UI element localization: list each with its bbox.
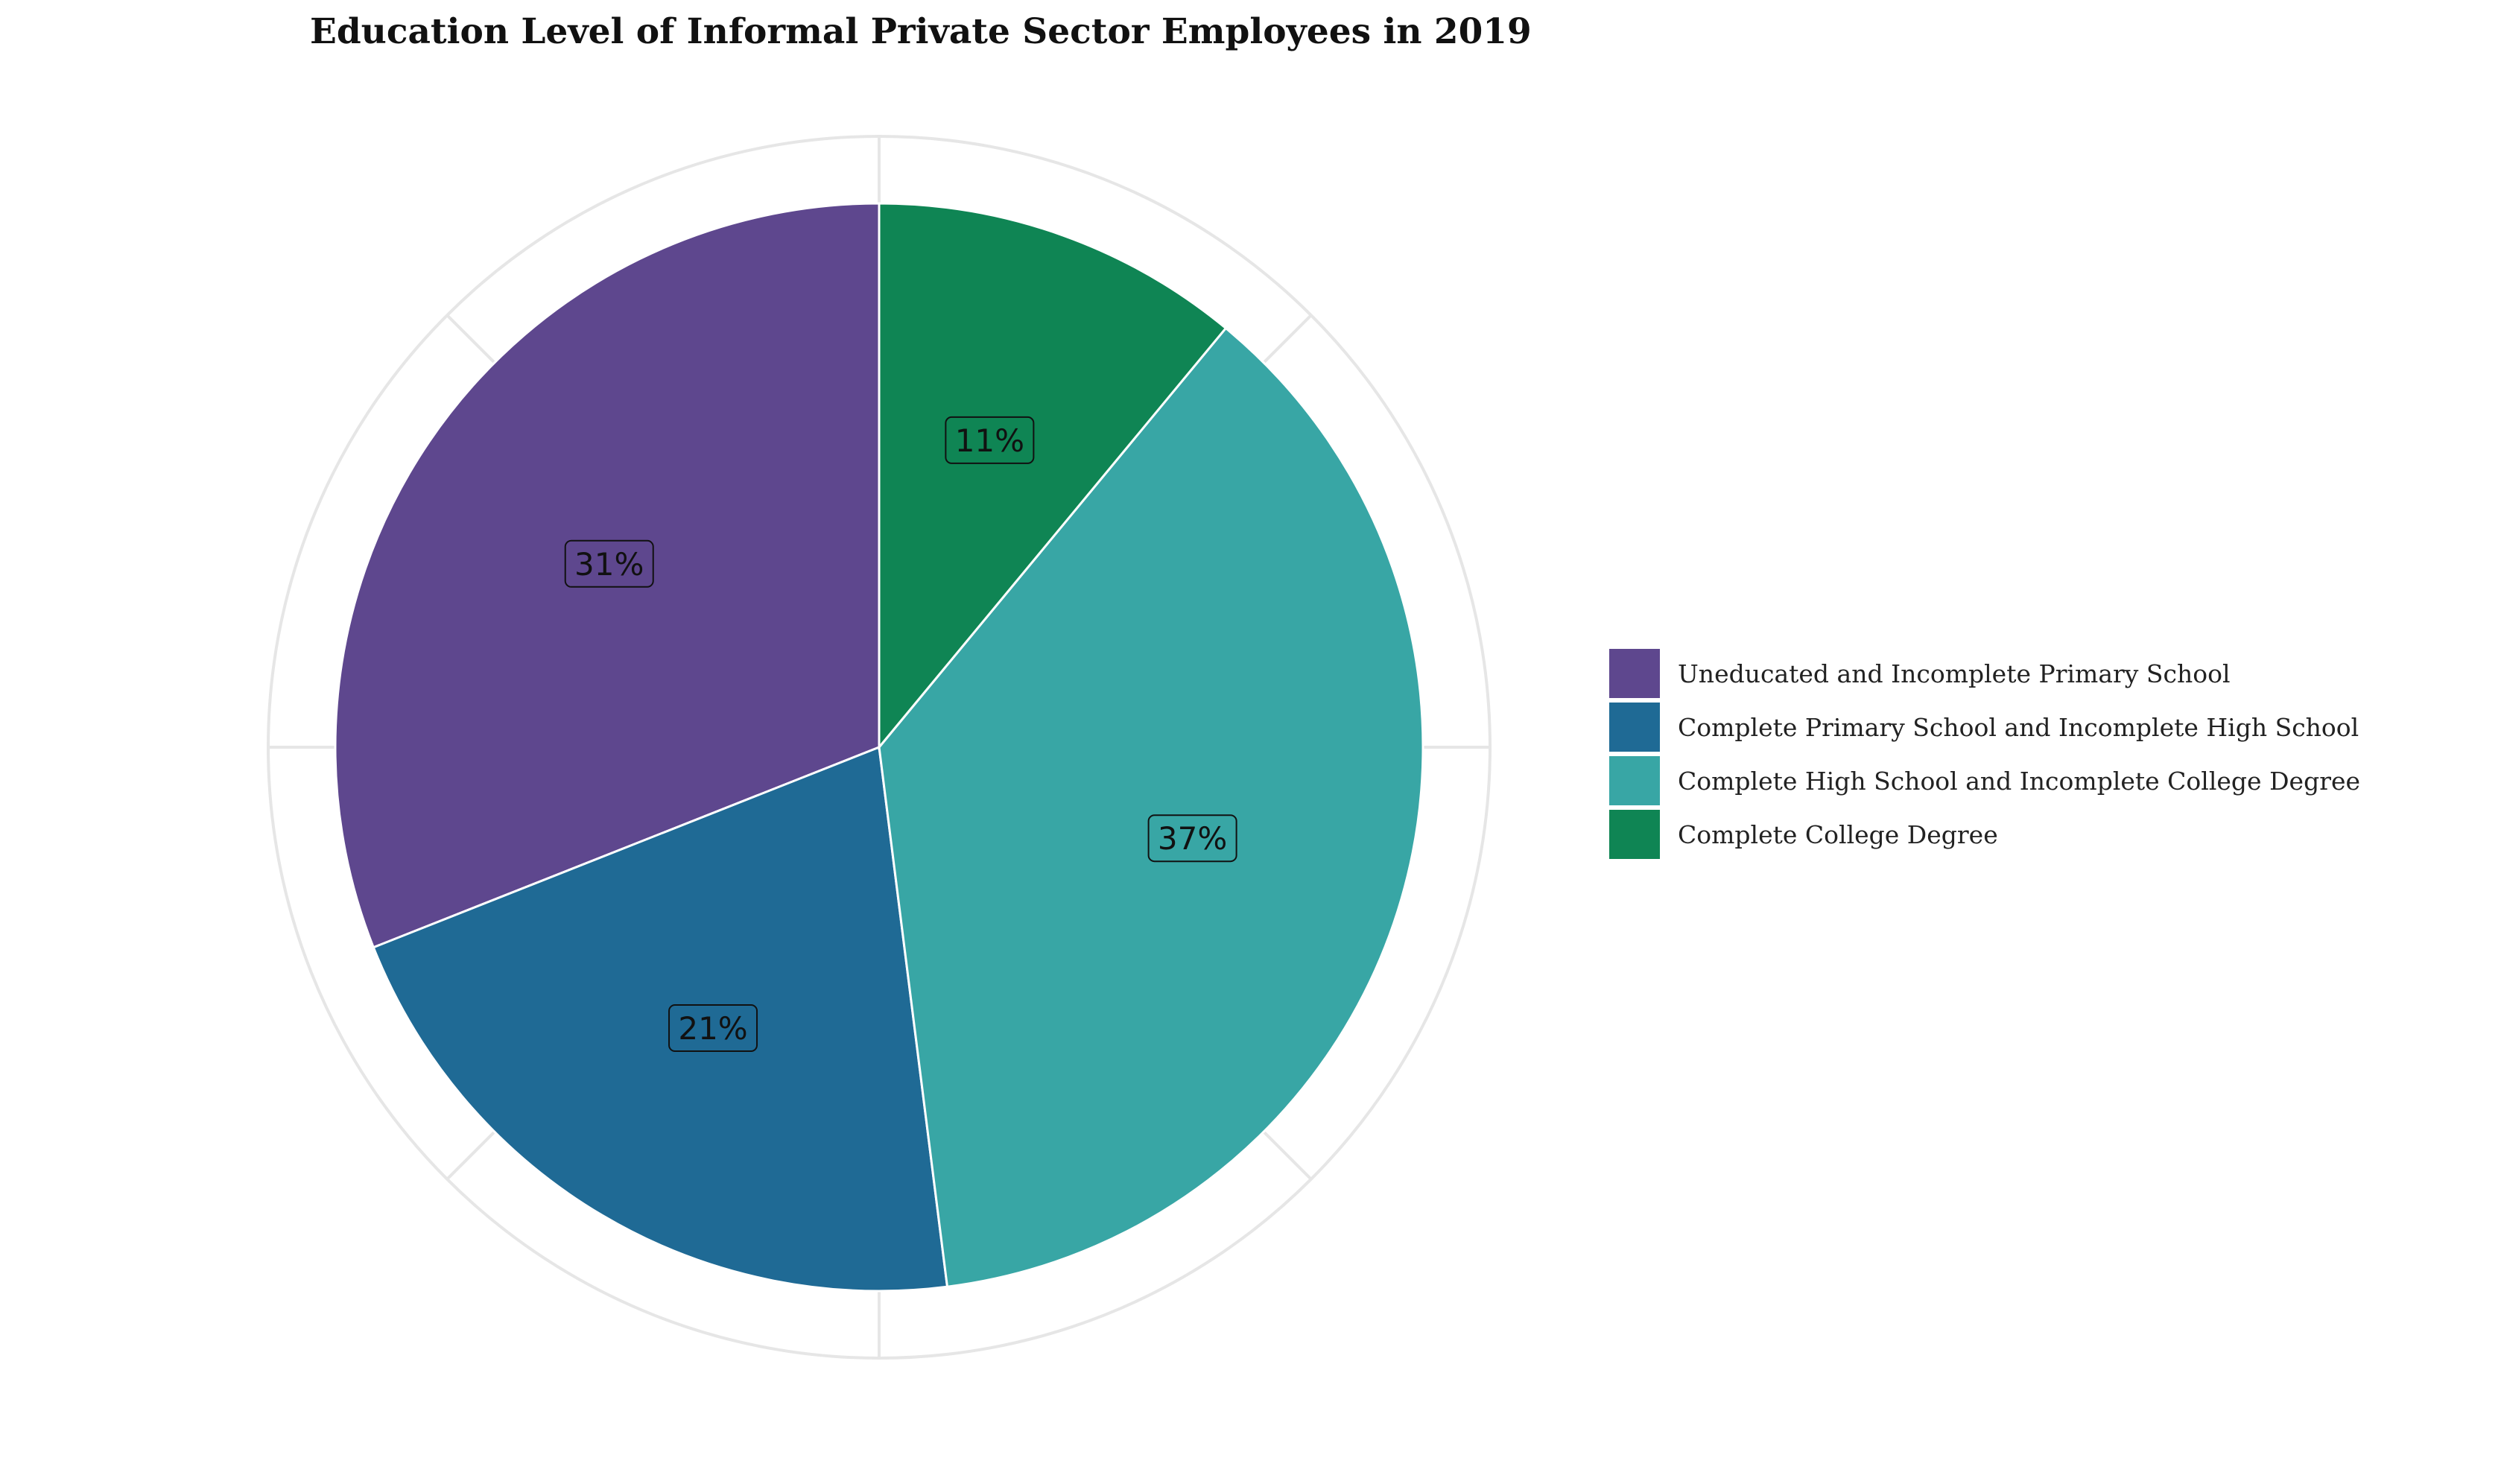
chart-title: Education Level of Informal Private Sect…: [310, 11, 1532, 52]
grid-spoke: [1261, 1129, 1313, 1181]
slice-label-box: [668, 1004, 758, 1053]
pie-slice: [878, 202, 1228, 751]
pie-slice: [372, 745, 949, 1293]
legend-label: Uneducated and Incomplete Primary School: [1678, 659, 2231, 688]
legend-item: Complete High School and Incomplete Coll…: [1609, 756, 2360, 805]
slice-label-box: [945, 416, 1035, 464]
legend-label: Complete High School and Incomplete Coll…: [1678, 767, 2360, 796]
grid-spoke: [446, 1129, 497, 1181]
legend-item: Complete College Degree: [1609, 810, 1998, 859]
legend-label: Complete Primary School and Incomplete H…: [1678, 713, 2359, 742]
polar-grid: [267, 135, 1492, 1360]
slice-label-text: 21%: [678, 1010, 747, 1047]
pie-slice: [878, 326, 1424, 1288]
slice-label-box: [564, 539, 654, 588]
slice-label-text: 11%: [955, 422, 1024, 459]
slice-label: 31%: [564, 539, 654, 588]
grid-spoke: [1261, 314, 1313, 365]
legend-label: Complete College Degree: [1678, 820, 1998, 849]
slice-label-box: [1147, 814, 1237, 863]
slice-label-text: 31%: [574, 546, 644, 583]
legend-swatch: [1609, 756, 1660, 805]
legend: Uneducated and Incomplete Primary School…: [1609, 649, 2360, 859]
legend-item: Uneducated and Incomplete Primary School: [1609, 649, 2231, 698]
grid-spoke: [446, 314, 497, 365]
slice-label: 37%: [1147, 814, 1237, 863]
slice-labels: 31% 21% 37% 11%: [564, 416, 1237, 1053]
legend-swatch: [1609, 810, 1660, 859]
legend-item: Complete Primary School and Incomplete H…: [1609, 703, 2359, 752]
slice-label: 21%: [668, 1004, 758, 1053]
slice-label-text: 37%: [1158, 820, 1227, 857]
pie-slices: [334, 202, 1424, 1293]
slice-label: 11%: [945, 416, 1035, 464]
legend-swatch: [1609, 649, 1660, 698]
legend-swatch: [1609, 703, 1660, 752]
